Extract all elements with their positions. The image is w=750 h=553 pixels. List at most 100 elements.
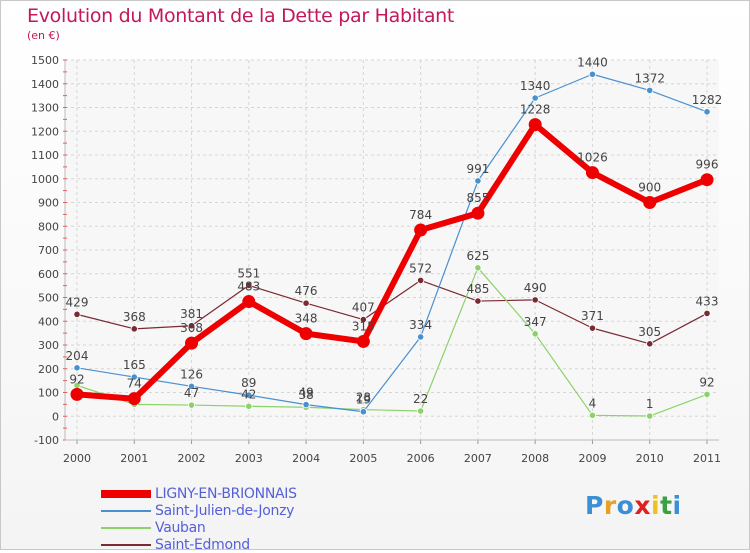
gridlines bbox=[65, 59, 719, 441]
data-point bbox=[73, 310, 81, 318]
legend-label: Vauban bbox=[155, 519, 206, 536]
data-label: 22 bbox=[413, 392, 428, 406]
data-label: 1026 bbox=[577, 151, 608, 165]
data-point bbox=[127, 392, 141, 406]
data-point bbox=[242, 295, 256, 309]
data-point bbox=[130, 373, 138, 381]
data-label: 1440 bbox=[577, 55, 608, 69]
y-tick-label: 1100 bbox=[31, 149, 59, 162]
legend-item: Saint-Julien-de-Jonzy bbox=[101, 502, 297, 519]
data-point bbox=[245, 391, 253, 399]
data-label: 165 bbox=[123, 358, 146, 372]
data-point bbox=[703, 390, 711, 398]
data-point bbox=[643, 196, 657, 209]
data-label: 4 bbox=[589, 396, 597, 410]
x-tick-label: 2009 bbox=[578, 452, 606, 465]
y-tick-label: 800 bbox=[38, 220, 59, 233]
legend-item: Vauban bbox=[101, 519, 297, 536]
data-point bbox=[700, 173, 714, 187]
legend-item: LIGNY-EN-BRIONNAIS bbox=[101, 485, 297, 502]
data-label: 551 bbox=[237, 266, 260, 280]
data-point bbox=[528, 118, 542, 132]
x-tick-label: 2011 bbox=[693, 452, 721, 465]
data-point bbox=[531, 330, 539, 338]
data-label: 38 bbox=[298, 388, 313, 402]
data-point bbox=[302, 299, 310, 307]
data-label: 19 bbox=[356, 393, 371, 407]
data-point bbox=[585, 166, 599, 180]
data-label: 1340 bbox=[520, 79, 551, 93]
logo-letter: P bbox=[585, 491, 604, 520]
y-tick-label: 1000 bbox=[31, 173, 59, 186]
logo-letter: t bbox=[660, 491, 673, 520]
legend-label: Saint-Julien-de-Jonzy bbox=[155, 502, 295, 519]
data-label: 74 bbox=[127, 377, 142, 391]
legend-label: LIGNY-EN-BRIONNAIS bbox=[155, 485, 297, 502]
series-line bbox=[76, 267, 708, 417]
data-label: 368 bbox=[123, 310, 146, 324]
data-point bbox=[588, 411, 597, 419]
x-tick-label: 2006 bbox=[407, 452, 435, 465]
data-point bbox=[187, 401, 196, 409]
y-tick-label: 1300 bbox=[31, 102, 59, 115]
data-label: 1282 bbox=[692, 93, 723, 107]
y-tick-label: 0 bbox=[52, 410, 59, 423]
chart-subtitle: (en €) bbox=[27, 29, 60, 42]
x-tick-label: 2001 bbox=[120, 452, 148, 465]
data-point bbox=[531, 296, 539, 304]
data-label: 996 bbox=[696, 158, 719, 172]
data-label: 347 bbox=[524, 315, 547, 329]
legend-swatch bbox=[101, 509, 151, 512]
x-tick-label: 2008 bbox=[521, 452, 549, 465]
data-point bbox=[417, 333, 425, 341]
data-point bbox=[646, 86, 654, 95]
data-label: 334 bbox=[409, 318, 432, 332]
data-point bbox=[185, 336, 199, 350]
logo-letter: r bbox=[603, 491, 617, 520]
data-label: 855 bbox=[466, 191, 489, 205]
x-tick-label: 2002 bbox=[178, 452, 206, 465]
data-point bbox=[646, 340, 654, 348]
data-label: 1372 bbox=[634, 71, 665, 85]
data-point bbox=[414, 223, 428, 237]
legend-swatch bbox=[101, 543, 151, 546]
data-label: 1228 bbox=[520, 103, 551, 117]
y-tick-label: 200 bbox=[38, 363, 59, 376]
data-point bbox=[299, 327, 313, 341]
y-tick-label: 1200 bbox=[31, 125, 59, 138]
y-tick-label: -100 bbox=[34, 434, 59, 447]
data-label: 348 bbox=[295, 312, 318, 326]
x-tick-label: 2005 bbox=[349, 452, 377, 465]
data-label: 572 bbox=[409, 261, 432, 275]
data-point bbox=[417, 276, 425, 284]
y-tick-label: 100 bbox=[38, 387, 59, 400]
data-point bbox=[588, 70, 597, 78]
data-label: 371 bbox=[581, 309, 604, 323]
data-label: 89 bbox=[241, 376, 256, 390]
y-tick-label: 700 bbox=[38, 244, 59, 257]
x-tick-label: 2007 bbox=[464, 452, 492, 465]
legend-label: Saint-Edmond bbox=[155, 536, 250, 553]
logo-letter: i bbox=[651, 491, 661, 520]
y-tick-label: 900 bbox=[38, 197, 59, 210]
data-label: 429 bbox=[66, 295, 89, 309]
logo-letter: x bbox=[634, 491, 651, 520]
data-point bbox=[703, 309, 711, 318]
legend-swatch bbox=[101, 489, 151, 498]
data-label: 28 bbox=[356, 391, 371, 405]
y-tick-label: 400 bbox=[38, 315, 59, 328]
data-point bbox=[531, 94, 539, 102]
data-point bbox=[703, 108, 711, 116]
data-label: 126 bbox=[180, 367, 203, 381]
data-label: 900 bbox=[638, 181, 661, 195]
series bbox=[70, 70, 714, 420]
data-label: 42 bbox=[241, 387, 256, 401]
x-tick-label: 2003 bbox=[235, 452, 263, 465]
proxiti-logo: Proxiti bbox=[585, 491, 682, 520]
data-point bbox=[302, 401, 310, 409]
data-label: 991 bbox=[466, 162, 489, 176]
data-point bbox=[474, 297, 482, 305]
legend-swatch bbox=[101, 526, 151, 529]
data-point bbox=[70, 387, 84, 401]
data-point bbox=[245, 402, 253, 410]
